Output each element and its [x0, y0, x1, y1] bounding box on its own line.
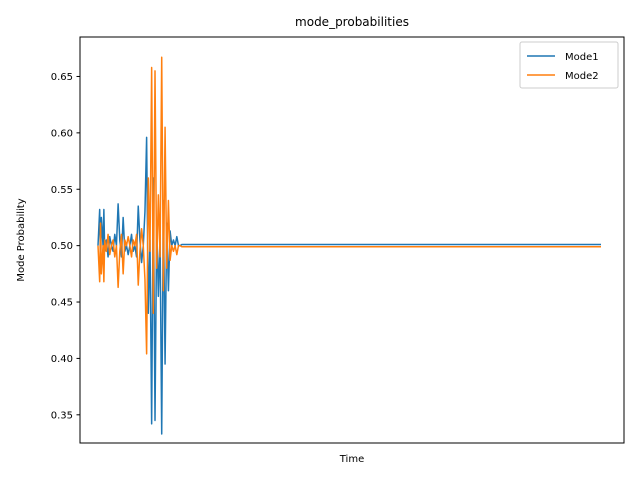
legend-label-mode2: Mode2 — [565, 71, 599, 82]
y-tick-label: 0.55 — [51, 185, 73, 196]
series-lines — [97, 56, 601, 435]
y-tick-label: 0.35 — [51, 410, 73, 421]
y-axis: 0.35 0.40 0.45 0.50 0.55 0.60 0.65 — [51, 72, 80, 421]
y-axis-label: Mode Probability — [16, 198, 27, 281]
series-line-mode1 — [97, 136, 601, 435]
chart-title: mode_probabilities — [295, 15, 409, 29]
legend: Mode1 Mode2 — [519, 41, 619, 89]
legend-label-mode1: Mode1 — [565, 52, 599, 63]
x-axis-label: Time — [339, 454, 364, 465]
y-tick-label: 0.45 — [51, 298, 73, 309]
plot-area-frame — [79, 36, 625, 444]
series-line-mode2 — [97, 56, 601, 355]
legend-box — [519, 41, 619, 89]
y-tick-label: 0.40 — [51, 354, 73, 365]
y-tick-label: 0.60 — [51, 128, 73, 139]
y-tick-label: 0.50 — [51, 241, 73, 252]
y-tick-label: 0.65 — [51, 72, 73, 83]
